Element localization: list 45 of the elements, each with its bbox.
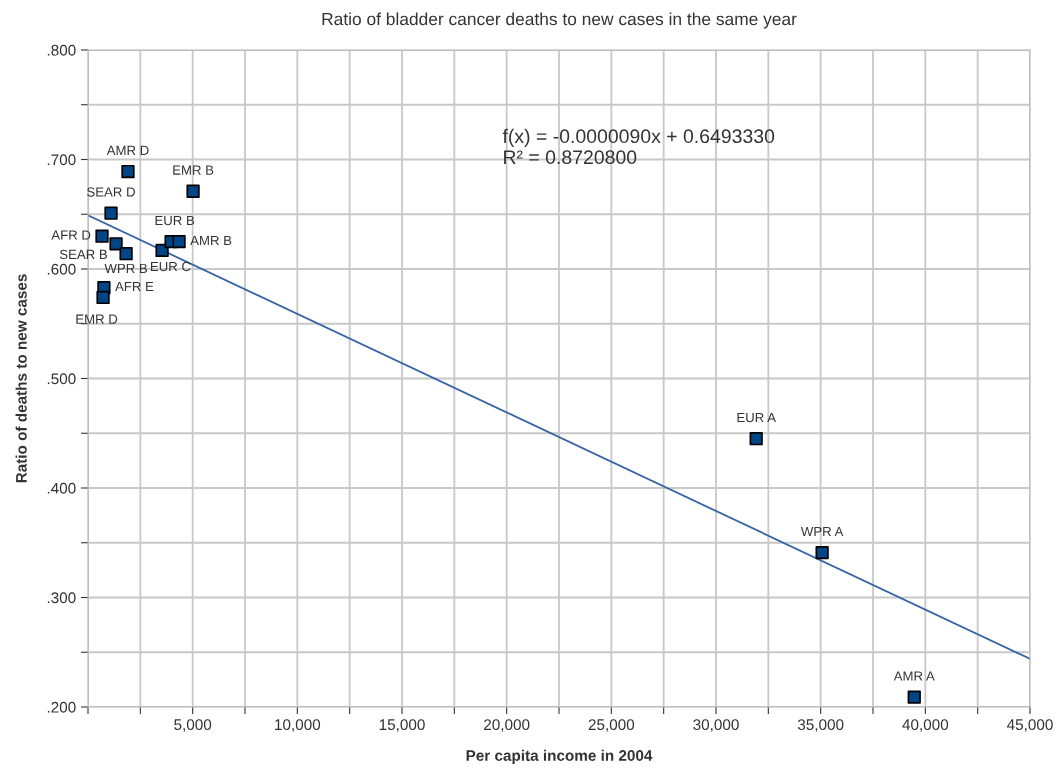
y-tick-label: .700 bbox=[47, 154, 76, 166]
annotation: EUR A bbox=[737, 413, 776, 423]
x-axis-title: Per capita income in 2004 bbox=[466, 749, 653, 764]
x-tick-label: 35,000 bbox=[797, 719, 844, 732]
chart-title: Ratio of bladder cancer deaths to new cases in the same year bbox=[322, 12, 797, 29]
y-tick-label: .500 bbox=[47, 373, 76, 385]
annotation: EUR C bbox=[150, 261, 191, 272]
x-tick-label: 20,000 bbox=[484, 719, 530, 732]
point bbox=[95, 229, 109, 243]
x-tick-label: 25,000 bbox=[588, 719, 635, 732]
y-axis-title: Ratio of deaths to new cases bbox=[15, 274, 27, 483]
y-tick-label: .200 bbox=[47, 701, 76, 713]
x-tick-label: 5,000 bbox=[174, 719, 212, 732]
annotation: AFR E bbox=[115, 281, 154, 292]
point bbox=[109, 237, 123, 251]
y-tick-label: .600 bbox=[47, 263, 76, 275]
y-tick-label: .300 bbox=[47, 592, 76, 604]
point bbox=[186, 184, 200, 198]
x-tick-label: 30,000 bbox=[693, 719, 739, 732]
annotation: EMR B bbox=[173, 165, 214, 175]
annotation: WPR B bbox=[104, 263, 148, 273]
point bbox=[96, 290, 110, 305]
x-tick-label: 40,000 bbox=[902, 719, 949, 732]
x-tick-label: 15,000 bbox=[379, 719, 425, 732]
point bbox=[121, 164, 135, 179]
point bbox=[907, 690, 921, 704]
annotation: AMR D bbox=[106, 145, 149, 155]
annotation: AMR A bbox=[893, 671, 935, 681]
annotation: SEAR B bbox=[59, 249, 108, 260]
annotation: f(x) = -0.0000090x + 0.6493330 R² = 0.8720800 bbox=[502, 128, 775, 165]
annotation: AMR B bbox=[190, 235, 232, 246]
annotation: SEAR D bbox=[87, 187, 135, 197]
x-tick-label: 45,000 bbox=[1006, 719, 1053, 732]
annotation: EMR D bbox=[76, 314, 118, 324]
point bbox=[119, 247, 133, 261]
point bbox=[815, 545, 829, 560]
x-tick-label: 10,000 bbox=[275, 719, 321, 732]
annotation: AFR D bbox=[51, 230, 91, 240]
point bbox=[749, 432, 763, 446]
point bbox=[104, 206, 118, 220]
point bbox=[172, 234, 186, 249]
annotation: WPR A bbox=[800, 526, 844, 536]
y-tick-label: .400 bbox=[47, 482, 76, 494]
annotation: EUR B bbox=[155, 215, 195, 226]
y-tick-label: .800 bbox=[47, 44, 76, 56]
